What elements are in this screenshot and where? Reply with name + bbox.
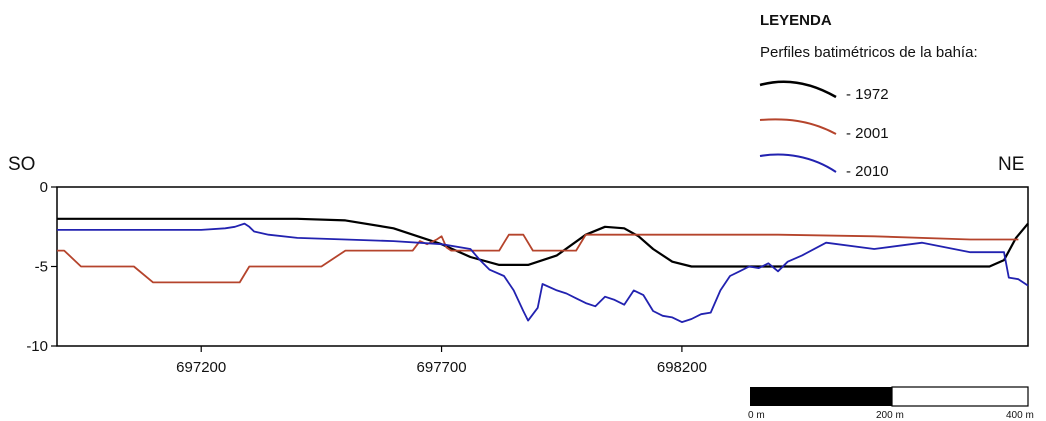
y-tick-label: -10 — [26, 338, 48, 355]
direction-right-label: NE — [998, 154, 1024, 175]
legend-subtitle: Perfiles batimétricos de la bahía: — [760, 44, 978, 61]
x-tick-label: 697200 — [176, 359, 226, 376]
scale-bar-light-segment — [891, 386, 1029, 407]
series-line-1972 — [57, 217, 1029, 268]
scale-label-200: 200 m — [876, 410, 904, 421]
scale-label-400: 400 m — [1006, 410, 1034, 421]
legend-label-2010: - 2010 — [846, 163, 889, 180]
legend-swatch-2001 — [759, 118, 837, 135]
series-line-2001 — [57, 233, 1019, 284]
axis-layer: 697200 697700 698200 0 -5 -10 — [26, 179, 707, 376]
legend-title: LEYENDA — [760, 12, 832, 29]
x-tick-label: 698200 — [657, 359, 707, 376]
scale-bar: 0 m 200 m 400 m — [748, 386, 1034, 421]
scale-bar-dark-segment — [750, 387, 892, 406]
x-tick-label: 697700 — [417, 359, 467, 376]
legend: LEYENDA Perfiles batimétricos de la bahí… — [759, 12, 978, 180]
series-layer — [57, 217, 1029, 324]
legend-label-1972: - 1972 — [846, 86, 889, 103]
legend-swatch-1972 — [759, 80, 837, 99]
legend-swatch-2010 — [759, 153, 837, 173]
scale-label-0: 0 m — [748, 410, 765, 421]
y-tick-label: -5 — [35, 259, 48, 276]
legend-label-2001: - 2001 — [846, 125, 889, 142]
direction-left-label: SO — [8, 154, 35, 175]
y-tick-label: 0 — [40, 179, 48, 196]
series-line-2010 — [57, 222, 1029, 324]
